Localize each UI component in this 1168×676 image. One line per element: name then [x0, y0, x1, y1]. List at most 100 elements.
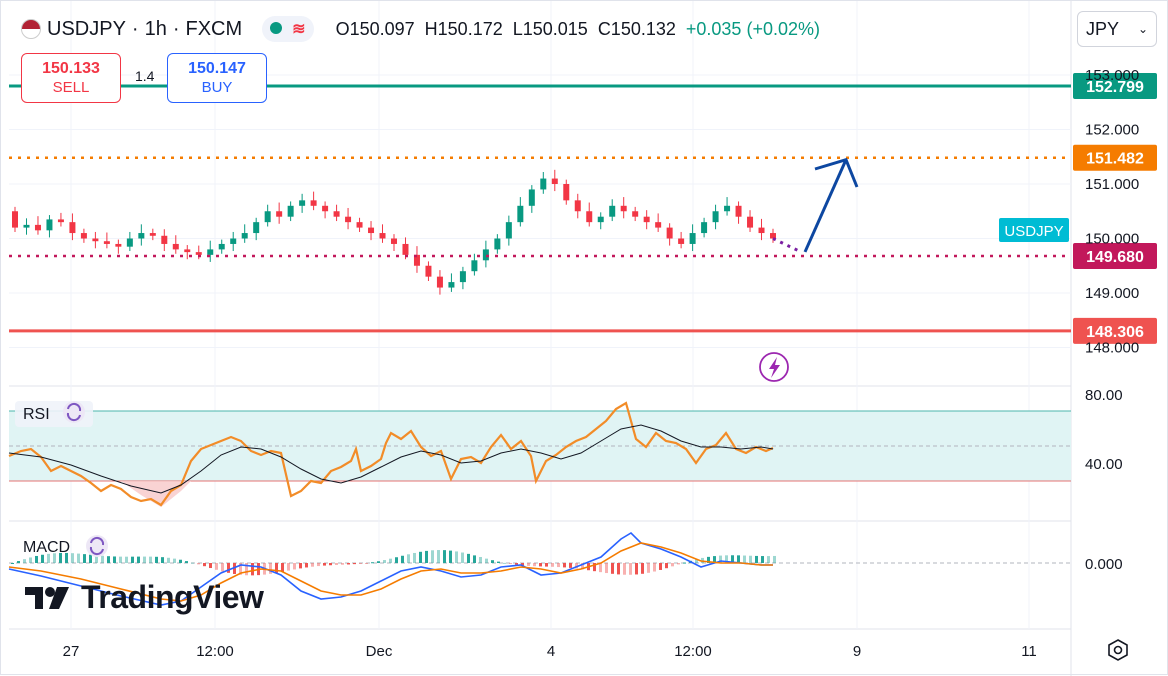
macd-hist-bar	[173, 558, 176, 563]
candle-body	[643, 216, 650, 223]
macd-hist-bar	[635, 563, 638, 575]
candle-body	[505, 222, 512, 239]
macd-hist-bar	[503, 562, 506, 564]
macd-hist-bar	[377, 561, 380, 563]
macd-hist-bar	[311, 563, 314, 567]
interval-label[interactable]: 1h	[144, 17, 167, 40]
macd-refresh-icon[interactable]	[86, 535, 108, 557]
macd-hist-bar	[641, 563, 644, 574]
buy-label: BUY	[201, 79, 233, 96]
macd-hist-bar	[539, 563, 542, 567]
macd-hist-bar	[431, 550, 434, 563]
macd-hist-bar	[581, 563, 584, 570]
candle-body	[345, 216, 352, 223]
macd-hist-bar	[509, 563, 512, 564]
macd-histogram	[11, 550, 776, 576]
time-tick-label: 12:00	[196, 643, 234, 660]
candle-body	[195, 252, 202, 255]
macd-hist-bar	[137, 556, 140, 563]
macd-hist-bar	[239, 563, 242, 575]
macd-hist-bar	[11, 563, 14, 564]
settings-icon[interactable]	[1107, 639, 1129, 661]
macd-hist-bar	[713, 556, 716, 563]
rsi-refresh-icon[interactable]	[63, 401, 85, 423]
symbol-tag-label: USDJPY	[1004, 223, 1063, 240]
macd-hist-bar	[191, 562, 194, 564]
buy-price: 150.147	[188, 60, 246, 77]
macd-hist-bar	[365, 563, 368, 564]
candle-body	[80, 233, 87, 239]
candle-body	[322, 205, 329, 212]
currency-selector[interactable]: JPY ⌄	[1077, 11, 1157, 47]
symbol-name[interactable]: USDJPY	[47, 17, 126, 40]
candle-body	[23, 224, 30, 228]
ohlc-low: L150.015	[512, 18, 588, 39]
level-tag-support-mid	[1073, 242, 1157, 269]
macd-hist-bar	[329, 563, 332, 566]
macd-hist-bar	[413, 552, 416, 563]
candle-body	[540, 178, 547, 190]
candle-body	[482, 249, 489, 261]
macd-hist-bar	[695, 559, 698, 563]
candle-body	[620, 205, 627, 212]
candle-body	[678, 238, 685, 244]
time-tick-label: 9	[853, 643, 861, 660]
macd-hist-bar	[275, 563, 278, 573]
candle-body	[333, 211, 340, 217]
price-grid	[9, 1, 1071, 629]
macd-hist-bar	[269, 563, 272, 574]
macd-hist-bar	[407, 554, 410, 563]
macd-hist-bar	[647, 563, 650, 573]
rsi-ma-line	[8, 424, 774, 494]
macd-hist-bar	[743, 555, 746, 563]
candle-body	[356, 222, 363, 228]
macd-hist-bar	[605, 563, 608, 574]
macd-label: MACD	[23, 539, 70, 556]
macd-hist-bar	[341, 563, 344, 565]
candle-body	[735, 205, 742, 217]
ohlc-close: C150.132	[597, 18, 676, 39]
macd-hist-bar	[731, 555, 734, 563]
candle-body	[471, 260, 478, 272]
macd-hist-bar	[53, 553, 56, 563]
status-pills[interactable]: ≋	[262, 16, 314, 42]
macd-hist-bar	[335, 563, 338, 565]
candle-body	[770, 233, 776, 239]
macd-hist-bar	[23, 559, 26, 563]
candle-body	[425, 265, 432, 277]
candle-body	[287, 205, 294, 217]
candle-body	[655, 222, 662, 228]
buy-button[interactable]: 150.147 BUY	[167, 53, 267, 103]
macd-hist-bar	[167, 557, 170, 563]
level-value-resistance-top: 152.799	[1086, 79, 1144, 96]
candle-body	[551, 178, 558, 184]
rsi-label: RSI	[23, 406, 50, 423]
lightning-icon[interactable]	[759, 352, 789, 382]
macd-hist-bar	[755, 555, 758, 563]
candle-body	[126, 238, 133, 247]
macd-hist-bar	[179, 559, 182, 563]
macd-hist-bar	[65, 552, 68, 563]
market-open-icon	[270, 22, 283, 34]
macd-hist-bar	[533, 563, 536, 567]
rsi-axis-80: 80.00	[1085, 387, 1123, 404]
macd-hist-bar	[761, 556, 764, 563]
candle-body	[724, 205, 731, 212]
candle-body	[712, 211, 719, 223]
macd-hist-bar	[245, 563, 248, 576]
rsi-line	[8, 401, 774, 507]
macd-hist-bar	[737, 555, 740, 563]
macd-hist-bar	[215, 563, 218, 570]
macd-hist-bar	[419, 551, 422, 563]
candle-body	[230, 238, 237, 244]
macd-hist-bar	[599, 563, 602, 573]
macd-hist-bar	[233, 563, 236, 574]
macd-hist-bar	[677, 563, 680, 565]
rsi-axis-40: 40.00	[1085, 456, 1123, 473]
candle-body	[161, 235, 168, 244]
macd-hist-bar	[17, 561, 20, 563]
sell-button[interactable]: 150.133 SELL	[21, 53, 121, 103]
price-tick-label: 153.000	[1085, 67, 1139, 84]
candle-body	[517, 205, 524, 223]
